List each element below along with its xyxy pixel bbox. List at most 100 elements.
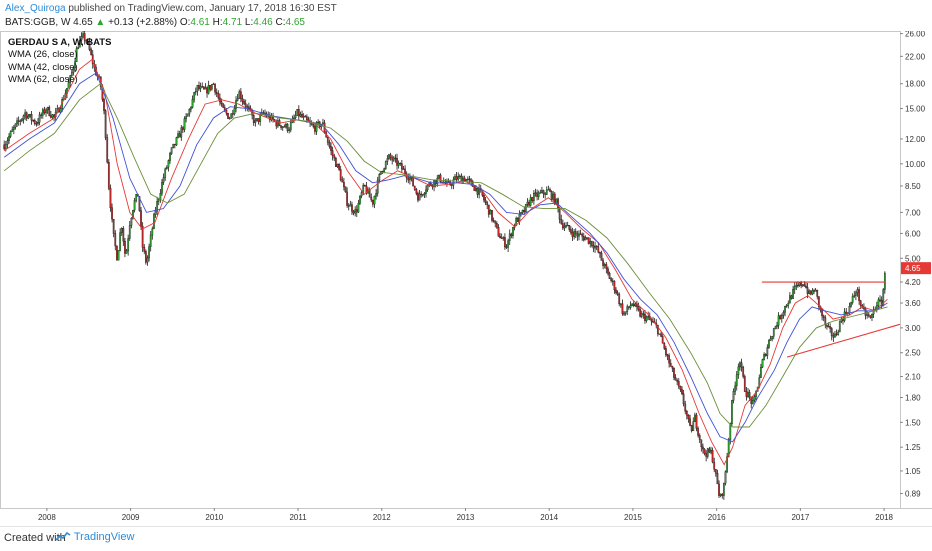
candle-body: [656, 325, 659, 334]
time-axis-label: 2009: [122, 513, 140, 522]
candle-body: [172, 143, 175, 148]
candle-body: [252, 115, 255, 123]
candle-body: [703, 448, 706, 454]
candle-body: [528, 201, 530, 206]
candle-body: [339, 169, 342, 181]
candle-body: [211, 84, 213, 90]
candle-body: [338, 164, 340, 170]
candle-body: [534, 192, 537, 194]
candle-body: [143, 247, 146, 252]
candle-body: [634, 303, 637, 307]
candle-body: [352, 211, 355, 214]
candle-body: [236, 98, 239, 101]
candle-body: [151, 228, 154, 236]
candle-body: [708, 448, 711, 453]
candle-body: [214, 83, 216, 93]
candle-body: [734, 385, 737, 392]
candle-body: [119, 232, 121, 251]
price-axis-label: 12.00: [905, 135, 926, 144]
candle-body: [837, 331, 840, 335]
tradingview-logo[interactable]: TradingView: [55, 531, 134, 543]
candle-body: [748, 392, 751, 398]
candle-body: [376, 179, 379, 194]
candle-body: [808, 290, 811, 294]
candle-body: [326, 137, 329, 143]
candle-body: [486, 202, 489, 206]
candle-body: [228, 118, 231, 120]
candle-body: [813, 290, 815, 292]
candle-body: [50, 115, 52, 118]
candle-body: [48, 107, 51, 116]
candle-body: [822, 315, 825, 318]
candle-body: [373, 195, 376, 205]
candle-body: [82, 33, 84, 37]
candle-body: [542, 190, 545, 195]
candle-body: [626, 306, 629, 312]
candle-body: [829, 326, 832, 329]
chart-svg[interactable]: 26.00 22.00 18.00 15.00 12.00 10.00 8.50 7.00 6.…: [0, 30, 932, 526]
candle-body: [389, 154, 392, 158]
candle-body: [616, 292, 619, 295]
candle-body: [417, 193, 419, 201]
candle-body: [639, 309, 642, 317]
candle-body: [507, 240, 509, 248]
candle-body: [573, 231, 576, 237]
candle-body: [769, 338, 772, 341]
candle-body: [16, 120, 18, 125]
candle-body: [243, 101, 245, 104]
candle-body: [737, 366, 740, 376]
candle-body: [658, 333, 661, 335]
candle-body: [578, 233, 580, 237]
candle-body: [177, 133, 179, 138]
candle-body: [51, 114, 54, 118]
candle-body: [605, 264, 608, 269]
candle-body: [178, 133, 181, 138]
candle-body: [489, 209, 492, 215]
candle-body: [12, 127, 15, 130]
candle-body: [360, 192, 363, 197]
candle-body: [156, 201, 159, 212]
candle-body: [248, 106, 250, 109]
candle-body: [545, 189, 548, 195]
candle-body: [466, 178, 469, 180]
candle-body: [830, 328, 833, 336]
candle-body: [415, 189, 418, 194]
candle-body: [182, 127, 184, 130]
author-link[interactable]: Alex_Quiroga: [5, 3, 66, 14]
symbol-label: BATS:GGB, W: [5, 17, 71, 28]
candle-body: [302, 116, 305, 118]
candle-body: [558, 207, 561, 220]
candle-body: [330, 146, 332, 151]
candle-body: [869, 315, 872, 318]
candle-body: [402, 168, 405, 170]
last-price-tag-label: 4.65: [905, 264, 921, 273]
candle-body: [204, 87, 207, 90]
candle-body: [772, 328, 775, 337]
candle-body: [597, 246, 600, 253]
footer: Created with TradingView: [0, 526, 932, 551]
candle-body: [397, 163, 400, 166]
candle-body: [751, 400, 754, 404]
candle-body: [394, 157, 397, 159]
chart-area[interactable]: 26.00 22.00 18.00 15.00 12.00 10.00 8.50 7.00 6.…: [0, 30, 932, 526]
candle-body: [458, 175, 461, 177]
candle-body: [138, 196, 141, 211]
candle-body: [375, 193, 377, 197]
candle-body: [140, 210, 142, 227]
candle-body: [549, 189, 551, 192]
candle-body: [711, 450, 714, 463]
candle-body: [787, 303, 790, 306]
candle-body: [106, 137, 109, 163]
candle-body: [124, 240, 126, 254]
candle-body: [705, 453, 708, 457]
candle-body: [161, 182, 163, 194]
candle-body: [450, 184, 453, 186]
candle-body: [600, 252, 603, 261]
candle-body: [536, 192, 538, 197]
candle-body: [650, 319, 653, 322]
candle-body: [14, 123, 17, 128]
candle-body: [388, 154, 390, 159]
candle-body: [473, 186, 476, 191]
candle-body: [694, 414, 696, 422]
candle-body: [312, 124, 315, 127]
